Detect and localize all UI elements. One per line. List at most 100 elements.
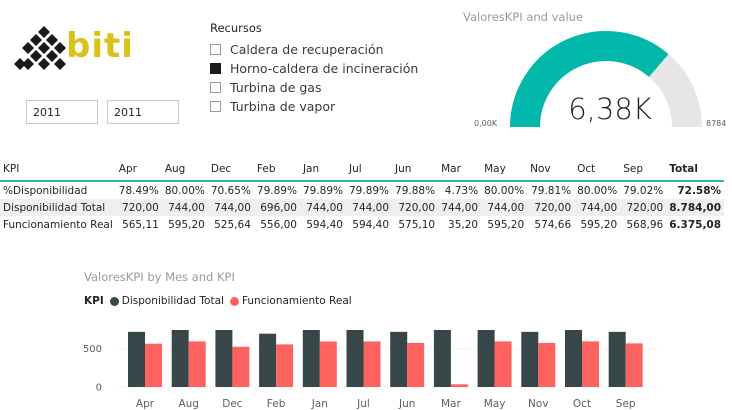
slicer-item-turbina-vapor[interactable]: Turbina de vapor: [210, 98, 335, 114]
x-tick-label: Aug: [178, 398, 199, 410]
bar-disponibilidad-total[interactable]: [259, 333, 277, 387]
table-cell: 79.89%: [302, 184, 343, 197]
table-cell: 595,20: [168, 218, 205, 231]
bar-funcionamiento-real[interactable]: [625, 343, 643, 387]
bar-funcionamiento-real[interactable]: [276, 344, 294, 387]
row-total: 6.375,08: [669, 218, 722, 231]
table-cell: 80.00%: [164, 184, 205, 197]
checkbox[interactable]: [210, 81, 221, 93]
column-header[interactable]: Apr: [118, 163, 137, 175]
bar-disponibilidad-total[interactable]: [128, 331, 145, 387]
column-header[interactable]: Mar: [441, 163, 461, 175]
x-tick-label: Jan: [311, 398, 328, 410]
table-cell: 80.00%: [484, 184, 525, 197]
table-cell: 720,00: [122, 201, 159, 214]
x-tick-label: Feb: [267, 398, 286, 410]
chart-title: ValoresKPI by Mes and KPI: [84, 270, 235, 284]
bar-funcionamiento-real[interactable]: [582, 341, 599, 387]
bar-funcionamiento-real[interactable]: [450, 384, 468, 387]
table-cell: 744,00: [487, 201, 525, 214]
table-cell: 595,20: [487, 218, 525, 231]
gauge-fill: [510, 31, 669, 128]
table-cell: 79.02%: [623, 184, 664, 197]
bar-disponibilidad-total[interactable]: [390, 331, 408, 387]
legend-title: KPI: [84, 295, 104, 307]
column-header[interactable]: Nov: [530, 163, 551, 175]
column-header[interactable]: KPI: [3, 163, 20, 175]
bar-funcionamiento-real[interactable]: [232, 346, 250, 387]
bar-disponibilidad-total[interactable]: [477, 330, 495, 387]
slicer-item-caldera[interactable]: Caldera de recuperación: [210, 41, 384, 57]
bar-disponibilidad-total[interactable]: [608, 331, 626, 387]
table-row[interactable]: %Disponibilidad 78.49% 80.00% 70.65% 79.89% 7…: [0, 181, 724, 199]
bar-funcionamiento-real[interactable]: [407, 342, 425, 387]
table-cell: 525,64: [214, 218, 251, 231]
slicer-item-horno[interactable]: Horno-caldera de incineración: [210, 60, 418, 76]
table-cell: 720,00: [398, 201, 436, 214]
gauge-min-label: 0,00K: [474, 119, 498, 128]
bar-funcionamiento-real[interactable]: [494, 341, 512, 387]
slicer-item-label: Horno-caldera de incineración: [230, 60, 419, 76]
bar-disponibilidad-total[interactable]: [302, 330, 320, 387]
column-header[interactable]: Feb: [256, 163, 276, 175]
checkbox-checked[interactable]: [210, 62, 221, 74]
table-header-row: KPI Apr Aug Dec Feb Jan Jul Jun Mar May …: [0, 158, 725, 181]
checkbox[interactable]: [210, 100, 221, 112]
table-cell: 744,00: [352, 201, 390, 214]
table-row[interactable]: Funcionamiento Real 565,11 595,20 525,64 556…: [0, 216, 724, 233]
column-header[interactable]: May: [484, 163, 506, 175]
bar-disponibilidad-total[interactable]: [215, 330, 233, 387]
table-cell: 594,40: [306, 218, 343, 231]
bar-funcionamiento-real[interactable]: [145, 343, 162, 387]
table-cell: 80.00%: [577, 184, 618, 197]
table-cell: 720,00: [534, 201, 572, 214]
legend-marker: [109, 296, 119, 306]
table-cell: 79.89%: [256, 184, 297, 197]
table-cell: 565,11: [122, 218, 159, 231]
column-header[interactable]: Jan: [302, 163, 320, 175]
gauge-value: 6,38K: [568, 92, 652, 126]
bar-funcionamiento-real[interactable]: [188, 341, 206, 387]
bar-disponibilidad-total[interactable]: [565, 330, 582, 387]
table-row[interactable]: Disponibilidad Total 720,00 744,00 744,00 69…: [0, 199, 725, 216]
x-tick-label: Jun: [398, 398, 415, 410]
column-header[interactable]: Jun: [395, 163, 412, 175]
row-kpi-label: Disponibilidad Total: [3, 201, 106, 214]
year-from-input[interactable]: 2011: [26, 100, 98, 124]
table-cell: 35,20: [448, 218, 479, 231]
table-cell: 744,00: [168, 201, 205, 214]
bar-disponibilidad-total[interactable]: [521, 331, 539, 387]
legend-label[interactable]: Disponibilidad Total: [121, 295, 224, 307]
bar-disponibilidad-total[interactable]: [433, 330, 451, 387]
table-cell: 594,40: [352, 218, 390, 231]
column-header[interactable]: Aug: [164, 163, 186, 175]
bar-funcionamiento-real[interactable]: [319, 341, 337, 387]
column-header[interactable]: Dec: [210, 163, 232, 175]
table-cell: 4.73%: [444, 184, 479, 197]
gauge-chart: [510, 31, 702, 128]
bar-disponibilidad-total[interactable]: [171, 330, 189, 387]
x-tick-label: May: [484, 398, 506, 410]
bar-disponibilidad-total[interactable]: [346, 330, 364, 387]
table-cell: 79.81%: [531, 184, 572, 197]
year-to-input[interactable]: 2011: [107, 100, 179, 124]
table-cell: 556,00: [260, 218, 297, 231]
table-cell: 79.89%: [349, 184, 390, 197]
x-tick-label: Sep: [616, 398, 636, 410]
checkbox[interactable]: [210, 43, 221, 55]
bar-funcionamiento-real[interactable]: [538, 342, 556, 387]
x-tick-label: Jul: [356, 398, 370, 410]
table-cell: 720,00: [626, 201, 664, 214]
legend-label[interactable]: Funcionamiento Real: [241, 295, 352, 307]
column-header[interactable]: Jul: [349, 163, 362, 175]
x-tick-label: Apr: [136, 398, 155, 410]
column-header-total[interactable]: Total: [669, 163, 698, 175]
row-total: 72.58%: [677, 184, 722, 197]
gauge-max-label: 8784: [706, 119, 727, 128]
column-header[interactable]: Sep: [623, 163, 643, 175]
slicer-item-label: Turbina de gas: [230, 79, 322, 95]
bar-funcionamiento-real[interactable]: [363, 341, 381, 387]
slicer-item-turbina-gas[interactable]: Turbina de gas: [210, 79, 321, 95]
column-header[interactable]: Oct: [577, 163, 596, 175]
logo-text: biti: [66, 26, 134, 66]
